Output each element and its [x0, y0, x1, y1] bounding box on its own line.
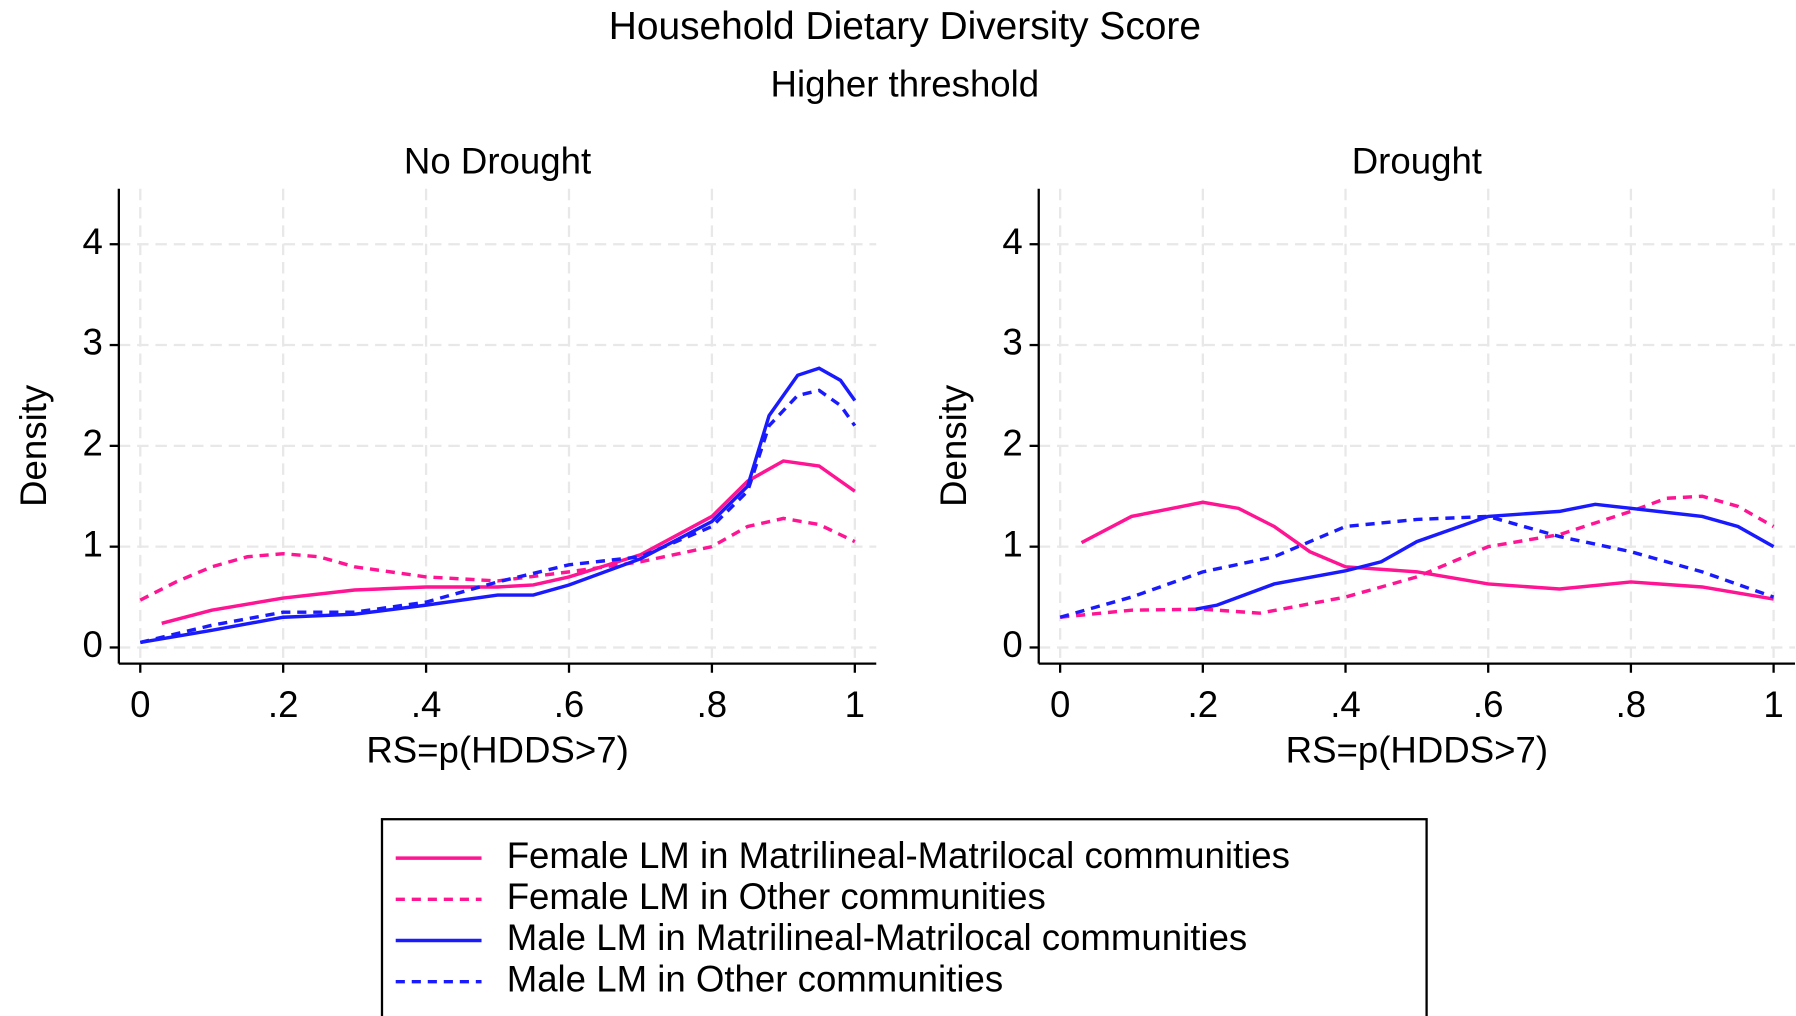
density-line: [139, 366, 857, 645]
y-tick-label: 1: [1002, 523, 1022, 564]
legend-label: Female LM in Other communities: [507, 876, 1046, 917]
legend-label: Male LM in Other communities: [507, 958, 1003, 999]
x-tick-label: .2: [1188, 684, 1219, 725]
y-axis-label: Density: [13, 384, 54, 507]
density-line: [1080, 500, 1774, 601]
y-tick-label: 0: [1002, 624, 1022, 665]
y-axis-label: Density: [933, 384, 974, 507]
x-tick-label: 1: [845, 684, 865, 725]
x-tick-label: .2: [268, 684, 299, 725]
x-tick-label: .4: [411, 684, 442, 725]
x-axis-label: RS=p(HDDS>7): [1286, 730, 1548, 771]
chart-subtitle: Higher threshold: [771, 64, 1040, 105]
density-line: [1195, 502, 1775, 611]
x-tick-label: .4: [1330, 684, 1361, 725]
legend-label: Female LM in Matrilineal-Matrilocal comm…: [507, 835, 1290, 876]
y-tick-label: 3: [1002, 322, 1022, 363]
x-tick-label: 0: [130, 684, 150, 725]
density-line: [139, 516, 856, 602]
x-tick-label: 1: [1763, 684, 1783, 725]
density-line: [1059, 494, 1775, 619]
x-tick-label: .8: [697, 684, 728, 725]
y-tick-label: 4: [1002, 221, 1022, 262]
y-tick-label: 2: [82, 423, 102, 464]
legend-box: [380, 818, 1428, 1016]
x-tick-label: .6: [554, 684, 585, 725]
x-tick-label: .6: [1473, 684, 1504, 725]
legend-label: Male LM in Matrilineal-Matrilocal commun…: [507, 917, 1248, 958]
density-line: [161, 459, 856, 625]
x-tick-label: .8: [1616, 684, 1647, 725]
x-tick-label: 0: [1050, 684, 1070, 725]
y-tick-label: 2: [1002, 423, 1022, 464]
panel-title: Drought: [1352, 140, 1482, 181]
y-tick-label: 3: [82, 322, 102, 363]
chart-title: Household Dietary Diversity Score: [609, 5, 1201, 48]
panel-title: No Drought: [404, 140, 591, 181]
x-axis-label: RS=p(HDDS>7): [366, 730, 628, 771]
y-tick-label: 1: [82, 523, 102, 564]
y-tick-label: 4: [82, 221, 102, 262]
density-line: [1059, 514, 1775, 619]
y-tick-label: 0: [82, 624, 102, 665]
